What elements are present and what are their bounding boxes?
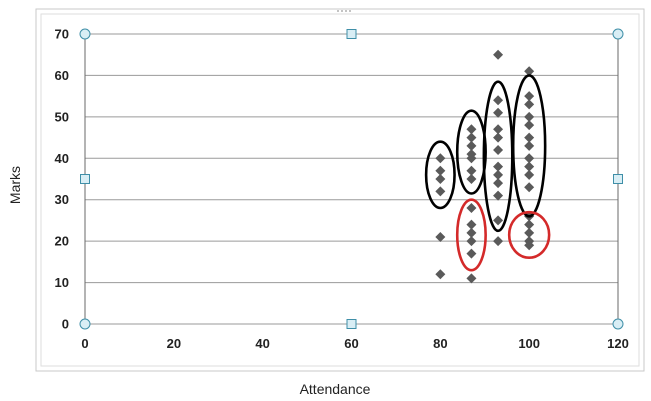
y-tick-label-50: 50 bbox=[55, 109, 69, 124]
y-tick-labels: 0 10 20 30 40 50 60 70 bbox=[55, 27, 69, 332]
frame-grip-dots[interactable] bbox=[337, 10, 351, 12]
resize-handle-side[interactable] bbox=[613, 174, 623, 184]
data-point bbox=[524, 91, 535, 102]
data-point bbox=[524, 66, 535, 77]
cluster-ellipse-black bbox=[511, 74, 547, 218]
data-point bbox=[524, 99, 535, 110]
data-point bbox=[524, 182, 535, 193]
data-point bbox=[466, 140, 477, 151]
data-point bbox=[466, 236, 477, 247]
data-point bbox=[493, 161, 504, 172]
x-tick-label-20: 20 bbox=[167, 336, 181, 351]
x-tick-label-100: 100 bbox=[518, 336, 540, 351]
data-point bbox=[493, 49, 504, 60]
cluster-ellipse-black bbox=[455, 109, 487, 195]
data-point bbox=[493, 169, 504, 180]
resize-handle-side[interactable] bbox=[346, 29, 357, 39]
x-tick-label-120: 120 bbox=[607, 336, 629, 351]
x-axis-title: Attendance bbox=[300, 381, 371, 397]
data-point bbox=[524, 153, 535, 164]
resize-handle-corner[interactable] bbox=[612, 318, 624, 330]
chart-frame-inner bbox=[40, 13, 640, 367]
data-point bbox=[435, 153, 446, 164]
x-tick-label-40: 40 bbox=[255, 336, 269, 351]
y-tick-label-60: 60 bbox=[55, 68, 69, 83]
data-point bbox=[524, 161, 535, 172]
data-point bbox=[466, 227, 477, 238]
data-point bbox=[493, 124, 504, 135]
data-point bbox=[466, 124, 477, 135]
data-point bbox=[493, 178, 504, 189]
data-point bbox=[435, 174, 446, 184]
cluster-ellipse-red bbox=[455, 198, 487, 272]
data-point bbox=[524, 219, 535, 230]
resize-handle-corner[interactable] bbox=[79, 318, 91, 330]
selection-handles[interactable] bbox=[79, 28, 624, 330]
cluster-ellipse-black bbox=[424, 140, 456, 210]
data-point bbox=[466, 203, 477, 213]
data-point bbox=[466, 273, 477, 284]
data-point bbox=[493, 145, 504, 155]
x-tick-labels: 0 20 40 60 80 100 120 bbox=[81, 336, 628, 351]
data-point bbox=[493, 107, 504, 118]
data-point bbox=[524, 227, 535, 238]
data-point bbox=[466, 248, 477, 259]
data-points bbox=[435, 49, 535, 284]
y-tick-label-10: 10 bbox=[55, 275, 69, 290]
chart-frame-outer bbox=[35, 8, 645, 372]
data-point bbox=[435, 232, 446, 242]
data-point bbox=[493, 132, 504, 143]
x-tick-label-0: 0 bbox=[81, 336, 88, 351]
resize-handle-corner[interactable] bbox=[612, 28, 624, 40]
y-tick-label-20: 20 bbox=[55, 234, 69, 249]
data-point bbox=[466, 165, 477, 176]
data-point bbox=[435, 186, 446, 197]
data-point bbox=[493, 95, 504, 106]
data-point bbox=[524, 140, 535, 151]
y-tick-label-30: 30 bbox=[55, 192, 69, 207]
resize-handle-side[interactable] bbox=[80, 174, 90, 184]
data-point bbox=[493, 190, 504, 201]
y-tick-label-70: 70 bbox=[55, 27, 69, 42]
data-point bbox=[466, 132, 477, 143]
data-point bbox=[466, 153, 477, 164]
cluster-annotations bbox=[424, 74, 551, 272]
resize-handle-side[interactable] bbox=[346, 319, 357, 329]
data-point bbox=[524, 132, 535, 143]
resize-handle-corner[interactable] bbox=[79, 28, 91, 40]
x-tick-label-80: 80 bbox=[433, 336, 447, 351]
data-point bbox=[493, 215, 504, 226]
data-point bbox=[524, 111, 535, 122]
y-axis-title: Marks bbox=[7, 166, 23, 204]
data-point bbox=[524, 240, 535, 251]
data-point bbox=[524, 120, 535, 131]
x-tick-label-60: 60 bbox=[344, 336, 358, 351]
y-tick-label-0: 0 bbox=[62, 317, 69, 332]
cluster-ellipse-red bbox=[507, 210, 551, 260]
data-point bbox=[493, 236, 504, 247]
data-point bbox=[435, 269, 446, 280]
data-point bbox=[466, 174, 477, 184]
data-point bbox=[466, 219, 477, 230]
data-point bbox=[435, 165, 446, 176]
data-point bbox=[524, 169, 535, 180]
y-tick-label-40: 40 bbox=[55, 151, 69, 166]
